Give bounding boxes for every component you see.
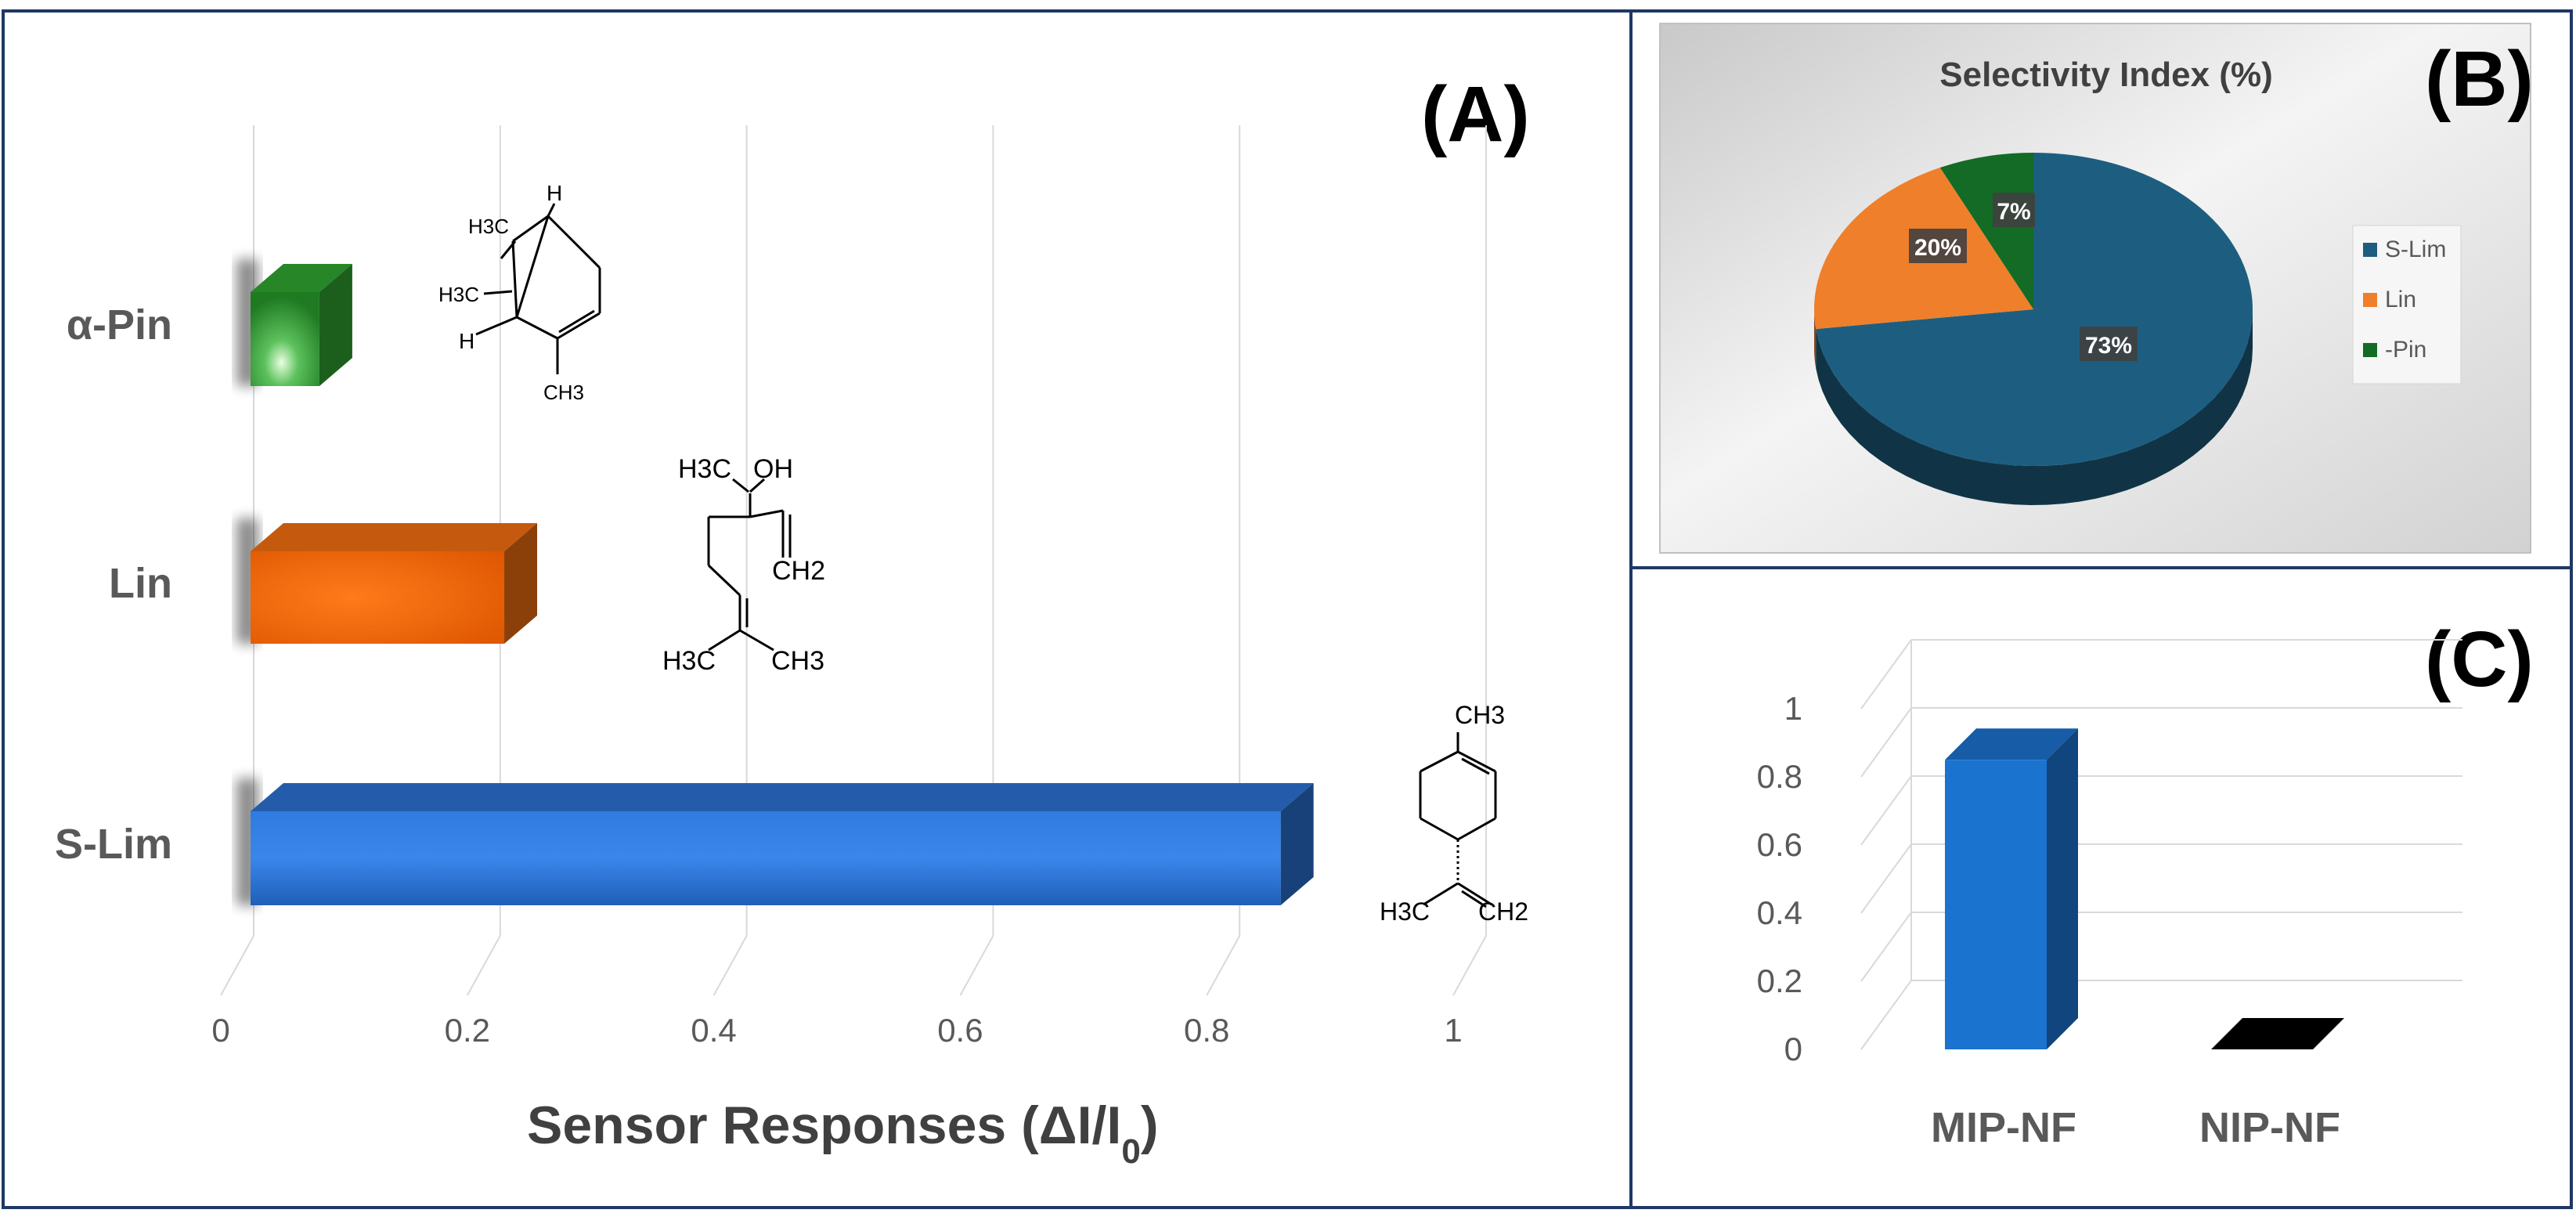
gridline-side	[1860, 707, 1912, 778]
y-tick-label: 1	[1784, 690, 1802, 727]
gridline-side	[1860, 980, 1912, 1050]
gridline-floor	[713, 935, 748, 996]
bar-lin-top	[251, 523, 538, 551]
gridline-side	[1860, 775, 1912, 846]
bar-nip-nf-top	[2211, 1018, 2344, 1049]
panel-b-letter: (B)	[2425, 35, 2534, 123]
bar-s-lim-side	[1280, 783, 1314, 905]
svg-text:H3C: H3C	[662, 646, 716, 676]
x-tick-label: 0.6	[937, 1012, 983, 1049]
svg-text:CH2: CH2	[772, 556, 825, 586]
limonene-structure	[1419, 732, 1497, 908]
category-label: NIP-NF	[2199, 1104, 2340, 1151]
bar-s-lim	[251, 811, 1281, 905]
gridline-floor	[1206, 935, 1241, 996]
panel-a-x-axis-title: Sensor Responses (ΔI/I0)	[527, 1096, 1158, 1171]
svg-text:CH3: CH3	[543, 381, 584, 404]
limonene-labels: CH3 H3C CH2	[1380, 701, 1528, 926]
gridline-side	[1860, 843, 1912, 914]
linalool-labels: H3C OH CH2 H3C CH3	[662, 454, 825, 676]
svg-text:OH: OH	[753, 454, 793, 484]
pie-data-label: 7%	[1997, 199, 2030, 225]
x-tick-label: 0.2	[445, 1012, 490, 1049]
alpha-pinene-structure	[475, 203, 601, 374]
panel-a-letter: (A)	[1421, 70, 1530, 158]
svg-text:H3C: H3C	[1380, 897, 1430, 926]
linalool-structure	[707, 478, 792, 652]
panel-a-x-tick-labels: 0 0.2 0.4 0.6 0.8 1	[211, 1012, 1462, 1049]
bar-alpha-pin	[251, 292, 319, 386]
y-tick-label: 0.2	[1757, 962, 1802, 999]
panel-b: (B) Selectivity Index (%) 73% 20% 7% S-Lim…	[1659, 23, 2534, 554]
svg-text:CH3: CH3	[1455, 701, 1505, 729]
bar-lin-side	[504, 523, 538, 644]
panel-c: (C) 0 0.2 0.4 0.6 0.8 1 MIP-NF NIP-NF	[1757, 616, 2534, 1151]
pie-slice	[1939, 152, 2033, 309]
gridline-floor	[466, 935, 501, 996]
y-tick-label: 0.4	[1757, 894, 1802, 931]
svg-text:H: H	[547, 181, 562, 205]
legend-swatch	[2363, 343, 2377, 357]
pie-data-label-box	[1909, 229, 1967, 263]
panel-c-letter: (C)	[2425, 616, 2534, 703]
bar-alpha-pin-top	[251, 264, 352, 292]
category-label: S-Lim	[55, 821, 172, 868]
x-tick-label: 1	[1444, 1012, 1462, 1049]
gridline-side	[1860, 639, 1912, 709]
gridline-floor	[1452, 935, 1487, 996]
bar-mip-nf-side	[2047, 728, 2078, 1049]
alpha-pinene-labels: H3C H3C H H CH3	[438, 181, 584, 404]
pie-slice-side	[1814, 309, 1817, 369]
svg-text:CH3: CH3	[771, 646, 824, 676]
gridline-floor	[220, 935, 254, 996]
bar-mip-nf	[1945, 760, 2047, 1049]
gridline-side	[1860, 912, 1912, 982]
pie-data-label-box	[2080, 327, 2138, 361]
category-label: α-Pin	[67, 301, 172, 348]
x-tick-label: 0.8	[1184, 1012, 1229, 1049]
panel-c-gridlines	[1860, 639, 2462, 1050]
svg-text:H3C: H3C	[678, 454, 731, 484]
legend-swatch	[2363, 293, 2377, 307]
panel-a: (A) 0 0.2 0.4 0.6 0.8 1 α-Pin Lin S-Lim Sensor …	[55, 70, 1530, 1171]
pie-data-label: 73%	[2085, 333, 2132, 359]
category-label: Lin	[109, 560, 172, 607]
pie-title: Selectivity Index (%)	[1939, 56, 2272, 94]
panel-a-bars	[236, 259, 1314, 905]
panel-c-bars	[1945, 728, 2344, 1049]
panel-c-y-tick-labels: 0 0.2 0.4 0.6 0.8 1	[1757, 690, 1802, 1067]
pie-legend: S-Lim Lin -Pin	[2352, 225, 2462, 385]
pie-data-label-box	[1993, 193, 2035, 227]
pie-data-label: 20%	[1914, 235, 1961, 261]
bar-lin	[251, 551, 505, 644]
panel-a-category-labels: α-Pin Lin S-Lim	[55, 301, 172, 868]
pie-chart: 73% 20% 7%	[1813, 152, 2253, 505]
svg-text:H: H	[459, 329, 474, 353]
legend-label: S-Lim	[2385, 236, 2446, 262]
bar-alpha-pin-side	[319, 264, 352, 386]
pie-slice-side	[1816, 309, 2253, 505]
y-tick-label: 0.8	[1757, 758, 1802, 795]
svg-text:H3C: H3C	[468, 215, 509, 238]
legend-label: -Pin	[2385, 337, 2426, 363]
bar-mip-nf-top	[1945, 728, 2078, 760]
svg-text:H3C: H3C	[438, 283, 479, 306]
category-label: MIP-NF	[1931, 1104, 2076, 1151]
gridline-floor	[959, 935, 994, 996]
panel-c-category-labels: MIP-NF NIP-NF	[1931, 1104, 2340, 1151]
y-tick-label: 0.6	[1757, 826, 1802, 863]
y-tick-label: 0	[1784, 1031, 1802, 1067]
legend-label: Lin	[2385, 287, 2416, 312]
figure-border	[2, 9, 2573, 1209]
x-tick-label: 0.4	[691, 1012, 736, 1049]
svg-text:CH2: CH2	[1478, 897, 1528, 926]
legend-swatch	[2363, 243, 2377, 257]
pie-slice	[1816, 153, 2253, 466]
x-tick-label: 0	[211, 1012, 229, 1049]
bar-s-lim-top	[251, 783, 1314, 811]
